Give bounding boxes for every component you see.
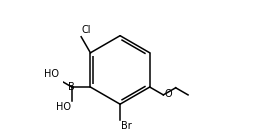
Text: Cl: Cl [82, 25, 91, 35]
Text: B: B [68, 82, 75, 92]
Text: HO: HO [44, 69, 59, 79]
Text: O: O [164, 89, 172, 99]
Text: Br: Br [121, 121, 132, 131]
Text: HO: HO [56, 102, 71, 112]
